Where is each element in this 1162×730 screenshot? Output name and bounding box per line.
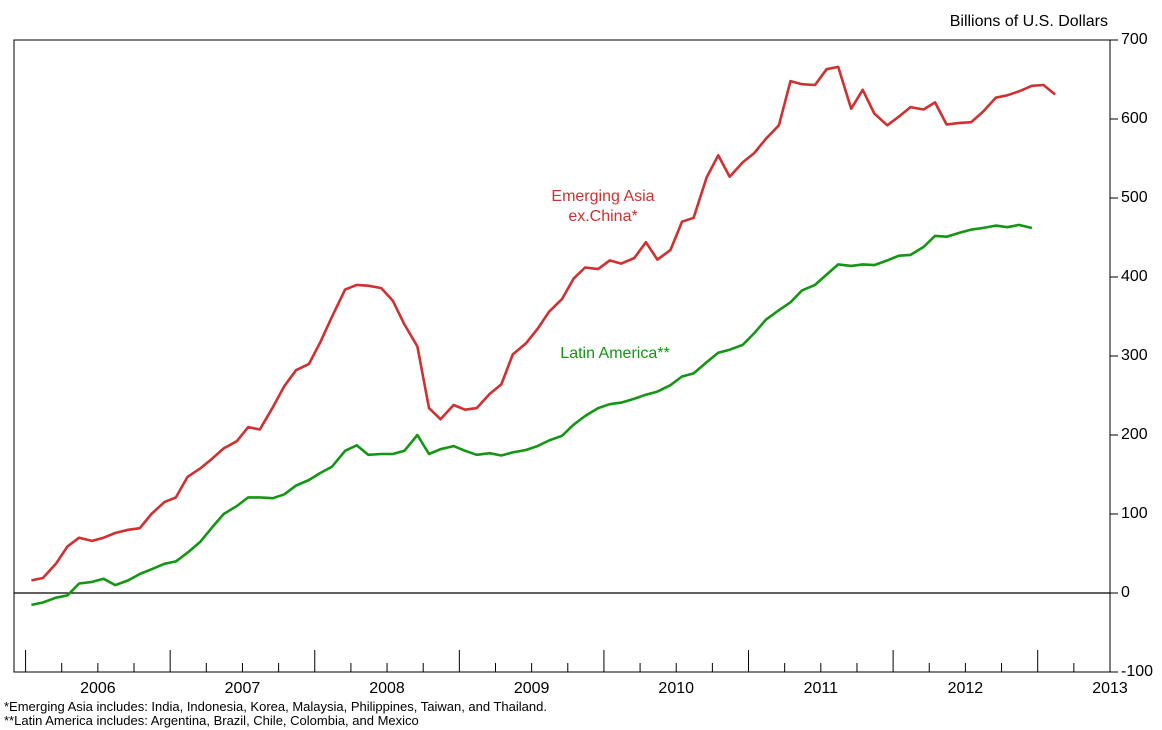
x-tick-label: 2008 bbox=[369, 680, 405, 697]
series-line bbox=[31, 65, 1056, 582]
y-tick-label: 500 bbox=[1121, 189, 1148, 206]
x-tick-label: 2010 bbox=[658, 680, 694, 697]
y-tick-label: 600 bbox=[1121, 110, 1148, 127]
x-tick-label: 2013 bbox=[1092, 680, 1128, 697]
series-label: Emerging Asia ex.China* bbox=[551, 188, 655, 225]
x-tick-label: 2009 bbox=[514, 680, 550, 697]
x-tick-label: 2006 bbox=[80, 680, 116, 697]
y-tick-label: 700 bbox=[1121, 31, 1148, 48]
x-tick-label: 2011 bbox=[804, 680, 839, 697]
footnote: *Emerging Asia includes: India, Indonesi… bbox=[4, 699, 547, 714]
y-tick-label: 200 bbox=[1121, 426, 1148, 443]
y-tick-label: 300 bbox=[1121, 347, 1148, 364]
y-tick-label: -100 bbox=[1121, 663, 1153, 680]
y-tick-label: 0 bbox=[1121, 584, 1130, 601]
footnote: **Latin America includes: Argentina, Bra… bbox=[4, 713, 419, 728]
y-tick-label: 100 bbox=[1121, 505, 1148, 522]
x-tick-label: 2007 bbox=[225, 680, 261, 697]
series-label: Latin America** bbox=[560, 345, 670, 362]
x-tick-label: 2012 bbox=[948, 680, 984, 697]
series-line bbox=[31, 223, 1033, 607]
unit-label: Billions of U.S. Dollars bbox=[950, 13, 1108, 30]
y-tick-label: 400 bbox=[1121, 268, 1148, 285]
